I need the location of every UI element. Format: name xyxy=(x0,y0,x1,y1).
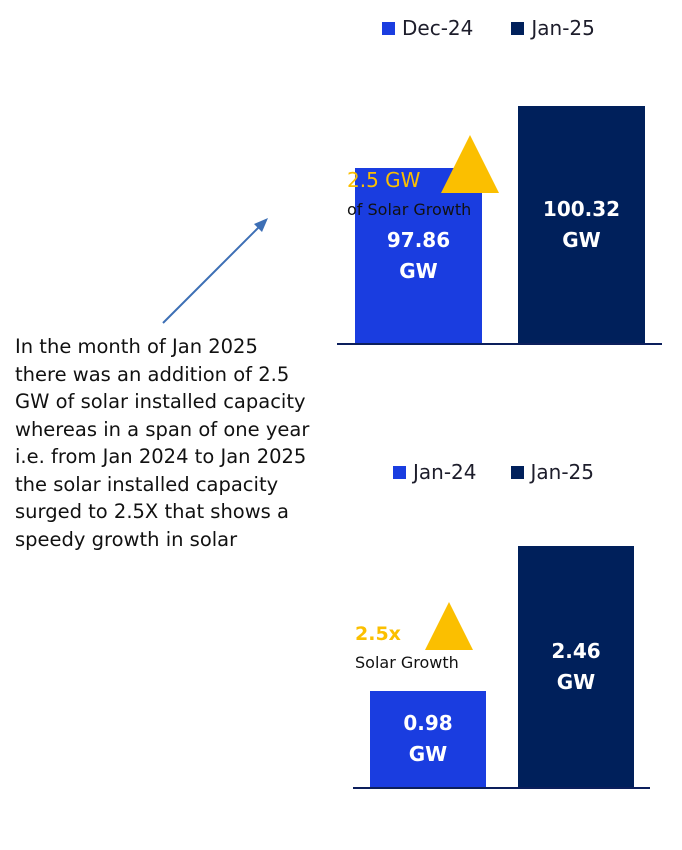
legend-item-dec24: Dec-24 xyxy=(382,16,473,40)
legend-label-jan24: Jan-24 xyxy=(413,460,477,484)
chart-monthly-axis xyxy=(337,343,662,345)
bar-jan25-yearly: 2.46 GW xyxy=(518,546,634,787)
bar-unit-label: GW xyxy=(556,669,596,694)
chart-yearly-legend: Jan-24 Jan-25 xyxy=(393,460,594,484)
legend-swatch-jan25 xyxy=(511,21,525,35)
legend-item-jan25: Jan-25 xyxy=(511,16,595,40)
legend-swatch-jan25-yearly xyxy=(510,465,524,479)
bar-dec24: 97.86 GW xyxy=(355,168,482,343)
bar-jan24: 0.98 GW xyxy=(370,691,486,787)
summary-note: In the month of Jan 2025 there was an ad… xyxy=(15,335,310,551)
legend-label-jan25-yearly: Jan-25 xyxy=(530,460,595,484)
growth-callout-value: 2.5x xyxy=(355,623,401,645)
legend-swatch-dec24 xyxy=(382,21,395,35)
growth-triangle-icon xyxy=(441,135,499,193)
bar-value-label: 100.32 xyxy=(542,196,621,221)
legend-label-jan25: Jan-25 xyxy=(531,16,595,40)
growth-callout-label: Solar Growth xyxy=(355,653,459,672)
growth-triangle-icon xyxy=(425,602,473,650)
bar-value-label: 97.86 xyxy=(386,227,451,252)
bar-unit-label: GW xyxy=(408,742,448,766)
bar-value-label: 0.98 xyxy=(403,711,453,735)
chart-yearly-axis xyxy=(353,787,650,789)
chart-monthly-legend: Dec-24 Jan-25 xyxy=(382,16,595,40)
legend-swatch-jan24 xyxy=(393,465,406,479)
legend-item-jan24: Jan-24 xyxy=(393,460,477,484)
growth-callout-value: 2.5 GW xyxy=(347,168,421,192)
bar-value-label: 2.46 xyxy=(551,638,601,663)
legend-item-jan25-yearly: Jan-25 xyxy=(510,460,595,484)
bar-unit-label: GW xyxy=(399,258,438,283)
legend-label-dec24: Dec-24 xyxy=(402,16,474,40)
growth-callout-label: of Solar Growth xyxy=(347,200,472,219)
bar-unit-label: GW xyxy=(562,227,601,252)
bar-jan25: 100.32 GW xyxy=(518,106,645,343)
